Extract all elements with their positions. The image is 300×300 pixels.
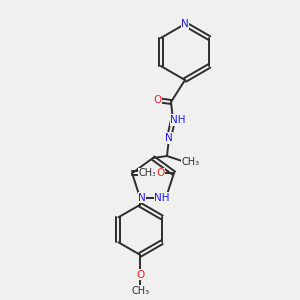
Text: NH: NH [154, 193, 170, 203]
Text: O: O [156, 168, 164, 178]
Text: N: N [138, 193, 146, 203]
Text: CH₃: CH₃ [131, 286, 149, 296]
Text: N: N [165, 133, 173, 143]
Text: O: O [136, 270, 144, 280]
Text: CH₃: CH₃ [182, 157, 200, 167]
Text: O: O [153, 95, 161, 105]
Text: N: N [181, 19, 189, 29]
Text: CH₃: CH₃ [139, 168, 157, 178]
Text: NH: NH [170, 115, 186, 125]
